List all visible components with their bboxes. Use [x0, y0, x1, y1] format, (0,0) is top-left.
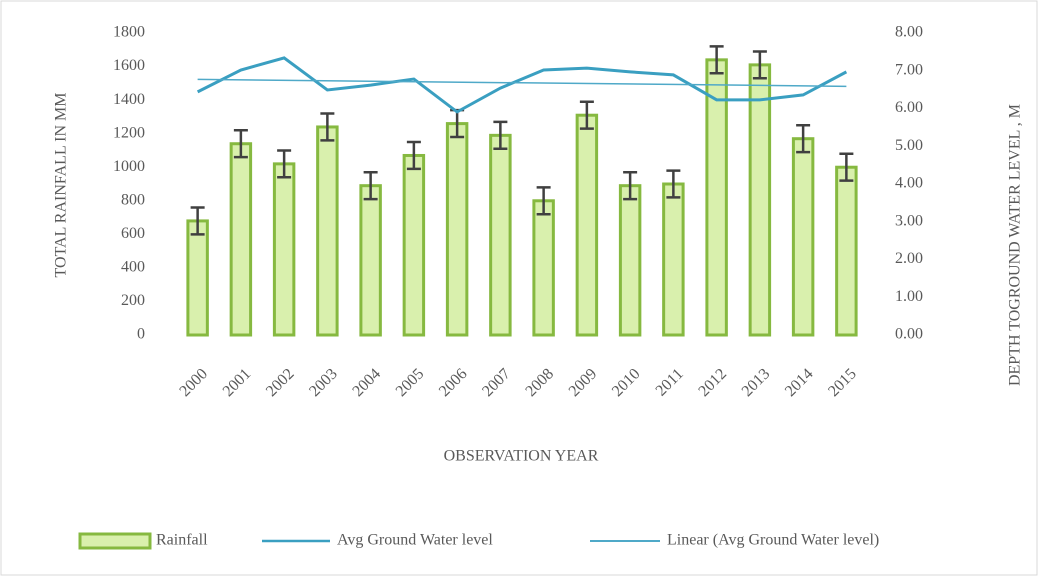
- error-bar: [839, 152, 854, 182]
- error-bar: [233, 129, 248, 159]
- y-tick-label: 600: [121, 225, 145, 242]
- bar: [359, 184, 382, 337]
- y-tick-label: 800: [121, 191, 145, 208]
- error-bar: [709, 45, 724, 75]
- error-bar: [493, 120, 508, 151]
- y-tick-label: 1000: [113, 158, 145, 175]
- y-tick-label: 1200: [113, 124, 145, 141]
- bar: [229, 142, 253, 337]
- error-bar: [579, 100, 594, 130]
- error-bar: [536, 186, 551, 216]
- bar: [445, 122, 469, 337]
- bar: [532, 199, 555, 337]
- error-bar: [666, 169, 681, 199]
- bar: [489, 133, 512, 337]
- legend-label: Rainfall: [156, 532, 208, 549]
- y-tick-label: 1800: [113, 24, 145, 41]
- y-tick-label: 200: [121, 292, 145, 309]
- error-bar: [796, 124, 811, 154]
- bar: [791, 137, 815, 337]
- error-bar: [623, 171, 638, 201]
- bar: [835, 165, 858, 337]
- y2-axis-title: DEPTH TOGROUND WATER LEVEL , M: [1007, 104, 1024, 386]
- y-tick-label: 400: [121, 259, 145, 276]
- y2-tick-label: 1.00: [895, 288, 923, 305]
- bar: [748, 63, 772, 337]
- bar: [402, 153, 426, 337]
- bar: [575, 113, 599, 337]
- x-axis-title: OBSERVATION YEAR: [444, 448, 599, 465]
- error-bar: [320, 112, 335, 142]
- y2-tick-label: 3.00: [895, 212, 923, 229]
- y2-tick-label: 0.00: [895, 326, 923, 343]
- y2-tick-label: 8.00: [895, 24, 923, 41]
- error-bar: [363, 171, 378, 201]
- legend-label: Linear (Avg Ground Water level): [667, 532, 879, 549]
- y-axis-title: TOTAL RAINFALL IN MM: [53, 93, 70, 278]
- bar: [662, 182, 685, 337]
- legend-label: Avg Ground Water level: [337, 532, 493, 549]
- y2-tick-label: 4.00: [895, 175, 923, 192]
- y2-tick-label: 5.00: [895, 137, 923, 154]
- bar: [316, 125, 339, 337]
- bar: [272, 162, 296, 337]
- y-tick-label: 1600: [113, 57, 145, 74]
- error-bar: [277, 149, 292, 179]
- trend-line: [197, 78, 847, 88]
- y2-tick-label: 2.00: [895, 250, 923, 267]
- bar: [186, 219, 209, 337]
- y2-tick-label: 7.00: [895, 61, 923, 78]
- y2-tick-label: 6.00: [895, 99, 923, 116]
- line-series: [196, 56, 848, 114]
- error-bar: [406, 140, 421, 171]
- error-bar: [190, 206, 205, 236]
- error-bar: [752, 50, 767, 80]
- legend-swatch: [78, 532, 152, 550]
- y-tick-label: 1400: [113, 91, 145, 108]
- y-tick-label: 0: [137, 326, 145, 343]
- bar: [618, 184, 642, 337]
